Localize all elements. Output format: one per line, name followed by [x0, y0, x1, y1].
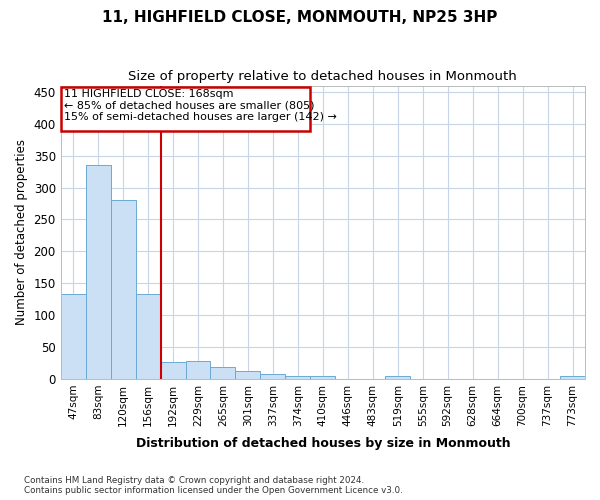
- Bar: [61, 294, 86, 379]
- Y-axis label: Number of detached properties: Number of detached properties: [15, 139, 28, 325]
- Bar: [235, 370, 260, 379]
- Text: 11 HIGHFIELD CLOSE: 168sqm
← 85% of detached houses are smaller (805)
15% of sem: 11 HIGHFIELD CLOSE: 168sqm ← 85% of deta…: [64, 88, 337, 122]
- Bar: [211, 368, 235, 379]
- Text: Contains HM Land Registry data © Crown copyright and database right 2024.
Contai: Contains HM Land Registry data © Crown c…: [24, 476, 403, 495]
- Bar: [310, 376, 335, 379]
- Title: Size of property relative to detached houses in Monmouth: Size of property relative to detached ho…: [128, 70, 517, 83]
- Bar: [260, 374, 286, 379]
- Bar: [136, 294, 161, 379]
- Bar: [110, 200, 136, 379]
- Text: 11, HIGHFIELD CLOSE, MONMOUTH, NP25 3HP: 11, HIGHFIELD CLOSE, MONMOUTH, NP25 3HP: [103, 10, 497, 25]
- Bar: [86, 166, 110, 379]
- Bar: [161, 362, 185, 379]
- Bar: [185, 361, 211, 379]
- Bar: [286, 376, 310, 379]
- Bar: [560, 376, 585, 379]
- FancyBboxPatch shape: [61, 88, 310, 132]
- Bar: [385, 376, 410, 379]
- X-axis label: Distribution of detached houses by size in Monmouth: Distribution of detached houses by size …: [136, 437, 510, 450]
